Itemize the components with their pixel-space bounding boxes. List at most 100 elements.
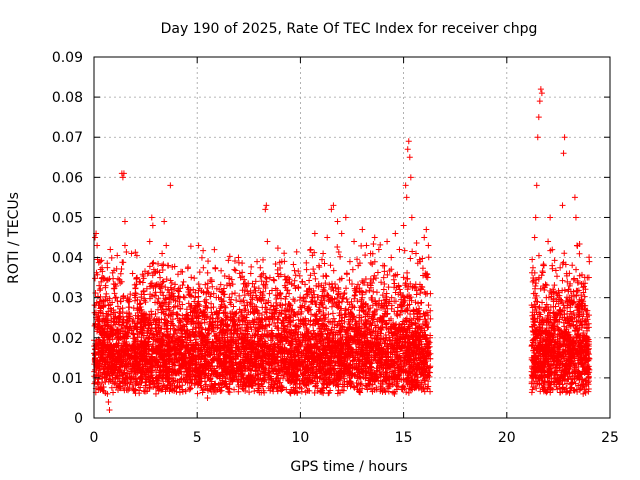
data-point bbox=[535, 114, 542, 121]
data-point bbox=[567, 298, 574, 305]
data-point bbox=[167, 182, 174, 189]
data-point bbox=[263, 202, 270, 209]
data-point bbox=[547, 214, 554, 221]
data-point bbox=[402, 182, 409, 189]
data-point bbox=[138, 306, 145, 313]
data-point bbox=[157, 274, 164, 281]
data-point bbox=[202, 302, 209, 309]
data-point bbox=[540, 262, 547, 269]
data-point bbox=[214, 354, 221, 361]
data-point bbox=[338, 230, 345, 237]
data-point bbox=[165, 262, 172, 269]
data-point bbox=[295, 334, 302, 341]
data-point bbox=[405, 138, 412, 145]
data-point bbox=[529, 342, 536, 349]
y-tick-label: 0.01 bbox=[52, 371, 83, 387]
data-point bbox=[109, 370, 116, 377]
data-point bbox=[557, 306, 564, 313]
data-point bbox=[107, 342, 114, 349]
x-tick-label: 5 bbox=[193, 430, 202, 446]
data-point bbox=[320, 250, 327, 257]
data-point bbox=[149, 222, 156, 229]
data-point bbox=[161, 218, 168, 225]
data-point bbox=[204, 394, 211, 401]
data-point bbox=[97, 258, 104, 265]
data-point bbox=[120, 170, 127, 177]
y-tick-label: 0.05 bbox=[52, 210, 83, 226]
data-point bbox=[421, 234, 428, 241]
data-point bbox=[576, 326, 583, 333]
data-point bbox=[584, 274, 591, 281]
data-point bbox=[95, 342, 102, 349]
data-point bbox=[537, 86, 544, 93]
data-point bbox=[121, 242, 128, 249]
data-point bbox=[111, 358, 118, 365]
data-point bbox=[586, 258, 593, 265]
data-point bbox=[256, 314, 263, 321]
data-point bbox=[561, 134, 568, 141]
data-point bbox=[101, 326, 108, 333]
data-point bbox=[117, 346, 124, 353]
data-point bbox=[355, 262, 362, 269]
data-point bbox=[227, 282, 234, 289]
x-tick-label: 15 bbox=[395, 430, 413, 446]
data-point bbox=[223, 366, 230, 373]
tick-marks bbox=[93, 56, 611, 419]
data-point bbox=[367, 250, 374, 257]
data-point bbox=[423, 226, 430, 233]
data-point bbox=[92, 234, 99, 241]
data-point bbox=[98, 298, 105, 305]
data-point bbox=[94, 242, 101, 249]
data-points bbox=[91, 86, 593, 413]
data-point bbox=[146, 238, 153, 245]
data-point bbox=[121, 218, 128, 225]
data-point bbox=[198, 374, 205, 381]
data-point bbox=[152, 338, 159, 345]
data-point bbox=[190, 342, 197, 349]
y-tick-label: 0.06 bbox=[52, 170, 83, 186]
data-point bbox=[408, 214, 415, 221]
data-point bbox=[388, 254, 395, 261]
data-point bbox=[100, 354, 107, 361]
data-point bbox=[264, 238, 271, 245]
data-point bbox=[169, 334, 176, 341]
data-point bbox=[104, 390, 111, 397]
data-point bbox=[218, 298, 225, 305]
data-point bbox=[119, 174, 126, 181]
data-point bbox=[124, 350, 131, 357]
data-point bbox=[379, 262, 386, 269]
data-point bbox=[303, 266, 310, 273]
data-point bbox=[241, 334, 248, 341]
y-tick-labels: 0 0.01 0.02 0.03 0.04 0.05 0.06 0.07 0.08 0.09 bbox=[52, 50, 83, 427]
data-point bbox=[270, 342, 277, 349]
data-point bbox=[371, 234, 378, 241]
data-point bbox=[92, 366, 99, 373]
data-point bbox=[359, 226, 366, 233]
data-point bbox=[105, 398, 112, 405]
x-axis-title: GPS time / hours bbox=[290, 459, 407, 475]
data-point bbox=[330, 202, 337, 209]
data-point bbox=[571, 194, 578, 201]
data-point bbox=[103, 310, 110, 317]
data-point bbox=[572, 214, 579, 221]
data-point bbox=[274, 270, 281, 277]
data-point bbox=[237, 274, 244, 281]
data-point bbox=[177, 326, 184, 333]
data-point bbox=[282, 346, 289, 353]
data-point bbox=[99, 274, 106, 281]
data-point bbox=[315, 262, 322, 269]
data-point bbox=[375, 246, 382, 253]
data-point bbox=[231, 266, 238, 273]
y-tick-label: 0 bbox=[74, 411, 83, 427]
x-tick-labels: 0 5 10 15 20 25 bbox=[90, 430, 619, 446]
y-tick-label: 0.08 bbox=[52, 90, 83, 106]
data-point bbox=[136, 278, 143, 285]
data-point bbox=[235, 254, 242, 261]
data-point bbox=[249, 358, 256, 365]
data-point bbox=[128, 378, 135, 385]
data-point bbox=[262, 206, 269, 213]
data-point bbox=[163, 242, 170, 249]
data-point bbox=[582, 302, 589, 309]
y-tick-label: 0.03 bbox=[52, 291, 83, 307]
data-point bbox=[173, 354, 180, 361]
